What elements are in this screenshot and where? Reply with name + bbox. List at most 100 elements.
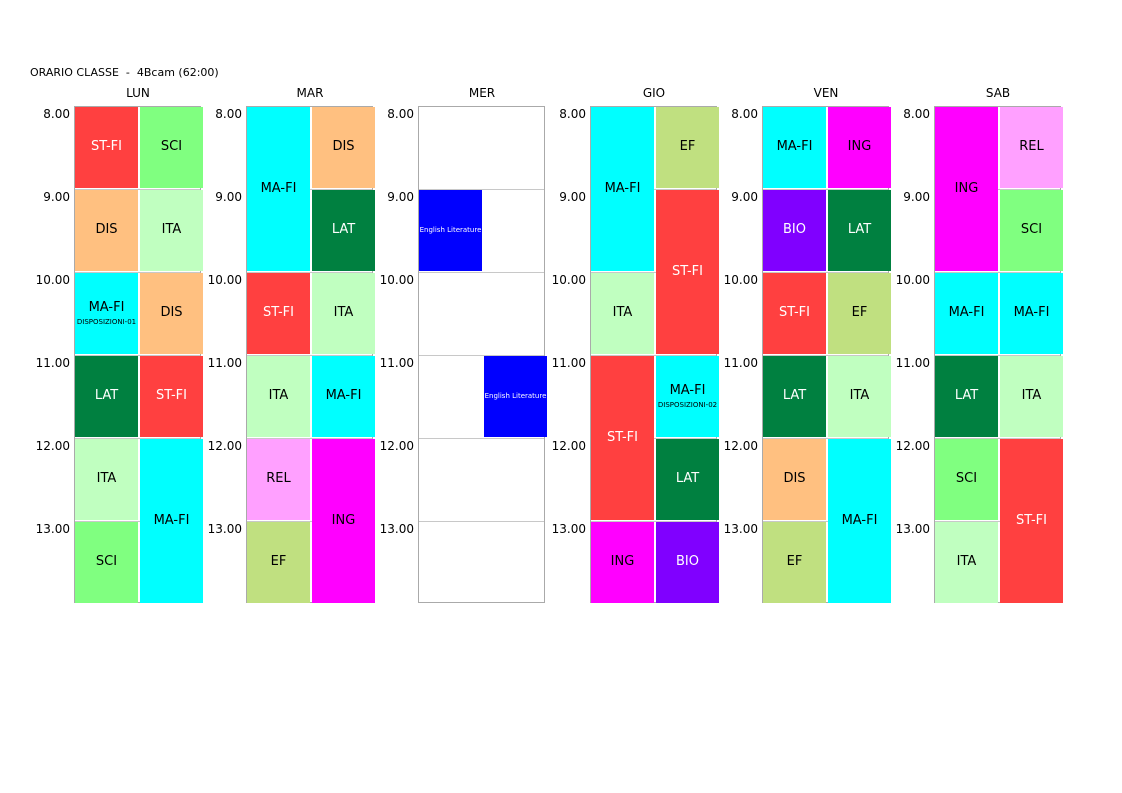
lesson-block[interactable]: MA-FI (1000, 273, 1063, 354)
time-label: 8.00 (903, 107, 930, 121)
lesson-block[interactable]: REL (1000, 107, 1063, 188)
lesson-subject: MA-FI (841, 512, 878, 528)
lesson-block[interactable]: ING (935, 107, 998, 271)
lesson-block[interactable]: ITA (591, 273, 654, 354)
lesson-note: DISPOSIZIONI-01 (76, 317, 137, 326)
hour-divider (935, 272, 1060, 273)
lesson-block[interactable]: ST-FI (247, 273, 310, 354)
hour-divider (247, 521, 372, 522)
lesson-subject: ST-FI (1015, 512, 1047, 528)
time-label: 12.00 (551, 439, 586, 453)
lesson-block[interactable]: EF (828, 273, 891, 354)
lesson-block[interactable]: REL (247, 439, 310, 520)
lesson-block[interactable]: SCI (935, 439, 998, 520)
lesson-block[interactable]: LAT (828, 190, 891, 271)
lesson-block[interactable]: SCI (1000, 190, 1063, 271)
lesson-block[interactable]: BIO (763, 190, 826, 271)
lesson-block[interactable]: ING (312, 439, 375, 603)
lesson-block[interactable]: English Literature (419, 190, 482, 271)
lesson-subject: BIO (676, 554, 699, 570)
lesson-block[interactable]: MA-FI DISPOSIZIONI-02 (656, 356, 719, 437)
time-label: 9.00 (559, 190, 586, 204)
time-label: 13.00 (35, 522, 70, 536)
lesson-block[interactable]: LAT (312, 190, 375, 271)
lesson-block[interactable]: LAT (935, 356, 998, 437)
lesson-block[interactable]: DIS (75, 190, 138, 271)
lesson-subject: DIS (160, 305, 183, 321)
lesson-block[interactable]: ING (591, 522, 654, 603)
hour-divider (591, 521, 716, 522)
lesson-block[interactable]: ITA (75, 439, 138, 520)
lesson-subject: ST-FI (606, 429, 638, 445)
lesson-block[interactable]: EF (763, 522, 826, 603)
lesson-subject: ITA (956, 554, 977, 570)
lesson-block[interactable]: ST-FI (656, 190, 719, 354)
lesson-block[interactable]: ITA (935, 522, 998, 603)
time-label: 10.00 (35, 273, 70, 287)
lesson-block[interactable]: ST-FI (1000, 439, 1063, 603)
time-label: 8.00 (215, 107, 242, 121)
hour-divider (75, 438, 200, 439)
lesson-block[interactable]: English Literature (484, 356, 547, 437)
lesson-block[interactable]: LAT (75, 356, 138, 437)
time-label: 9.00 (43, 190, 70, 204)
time-label: 10.00 (379, 273, 414, 287)
time-label: 9.00 (215, 190, 242, 204)
lesson-block[interactable]: MA-FI DISPOSIZIONI-01 (75, 273, 138, 354)
lesson-subject: ING (331, 512, 356, 528)
lesson-block[interactable]: ST-FI (591, 356, 654, 520)
lesson-subject: ITA (268, 388, 289, 404)
lesson-block[interactable]: ITA (247, 356, 310, 437)
hour-divider (763, 189, 888, 190)
lesson-subject: ST-FI (778, 305, 810, 321)
lesson-subject: LAT (331, 222, 356, 238)
lesson-block[interactable]: EF (656, 107, 719, 188)
hour-divider (75, 189, 200, 190)
lesson-subject: ITA (612, 305, 633, 321)
lesson-block[interactable]: MA-FI (247, 107, 310, 271)
lesson-block[interactable]: ST-FI (140, 356, 203, 437)
hour-divider (419, 272, 544, 273)
lesson-subject: EF (786, 554, 803, 570)
lesson-block[interactable]: ING (828, 107, 891, 188)
lesson-block[interactable]: ITA (312, 273, 375, 354)
time-label: 9.00 (387, 190, 414, 204)
hour-divider (75, 521, 200, 522)
lesson-block[interactable]: MA-FI (828, 439, 891, 603)
lesson-block[interactable]: DIS (140, 273, 203, 354)
time-label: 12.00 (895, 439, 930, 453)
lesson-block[interactable]: MA-FI (140, 439, 203, 603)
lesson-block[interactable]: MA-FI (312, 356, 375, 437)
lesson-subject: SCI (955, 471, 978, 487)
lesson-subject: SCI (95, 554, 118, 570)
lesson-block[interactable]: SCI (75, 522, 138, 603)
lesson-block[interactable]: LAT (656, 439, 719, 520)
lesson-block[interactable]: LAT (763, 356, 826, 437)
lesson-subject: ING (954, 180, 979, 196)
lesson-subject: MA-FI (604, 180, 641, 196)
lesson-subject: LAT (675, 471, 700, 487)
time-label: 11.00 (551, 356, 586, 370)
time-label: 10.00 (207, 273, 242, 287)
lesson-block[interactable]: BIO (656, 522, 719, 603)
lesson-block[interactable]: ST-FI (763, 273, 826, 354)
lesson-block[interactable]: ITA (140, 190, 203, 271)
lesson-block[interactable]: MA-FI (763, 107, 826, 188)
lesson-block[interactable]: EF (247, 522, 310, 603)
lesson-subject: REL (266, 471, 291, 487)
lesson-block[interactable]: ITA (1000, 356, 1063, 437)
lesson-block[interactable]: ST-FI (75, 107, 138, 188)
lesson-block[interactable]: SCI (140, 107, 203, 188)
lesson-note: DISPOSIZIONI-02 (657, 400, 718, 409)
lesson-block[interactable]: DIS (312, 107, 375, 188)
lesson-block[interactable]: MA-FI (935, 273, 998, 354)
lesson-subject: MA-FI (776, 139, 813, 155)
lesson-subject: ITA (1021, 388, 1042, 404)
hour-divider (935, 521, 1060, 522)
lesson-subject: DIS (332, 139, 355, 155)
lesson-block[interactable]: DIS (763, 439, 826, 520)
day-header-sab: SAB (985, 86, 1011, 100)
time-label: 10.00 (723, 273, 758, 287)
lesson-block[interactable]: ITA (828, 356, 891, 437)
lesson-block[interactable]: MA-FI (591, 107, 654, 271)
